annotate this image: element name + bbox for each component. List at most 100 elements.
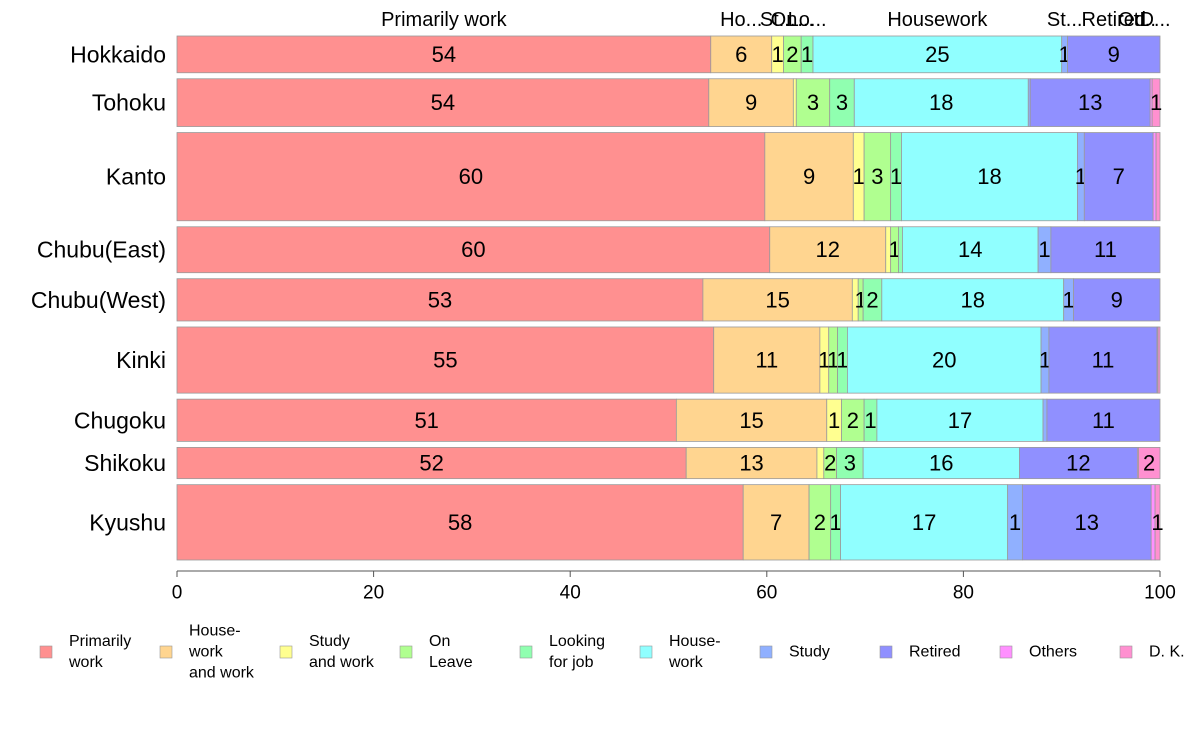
x-tick-label: 100: [1144, 583, 1176, 604]
bar-segment: [847, 326, 1042, 394]
data-label: 11: [1094, 237, 1117, 262]
data-label: 11: [1092, 408, 1115, 433]
data-label: 3: [844, 451, 856, 476]
data-label: 1: [829, 510, 841, 535]
bar-segment: [1154, 484, 1161, 561]
bar-segment: [710, 35, 773, 74]
legend-swatch: [999, 645, 1013, 659]
bar-segment: [685, 447, 818, 480]
top-label: Retired: [1082, 9, 1146, 31]
bar-segment: [1083, 132, 1154, 222]
region-labels: Hokkaido Tohoku Kanto Chubu(East) Chubu(West…: [31, 41, 166, 535]
legend-label: House-work: [668, 633, 721, 671]
data-label: 1: [827, 348, 839, 373]
data-label: 13: [1075, 510, 1099, 535]
x-tick-label: 80: [953, 583, 974, 604]
data-label: 17: [912, 510, 936, 535]
bar-segment: [702, 278, 853, 322]
data-label: 1: [1038, 237, 1050, 262]
bar-segment: [902, 226, 1039, 274]
data-label: 15: [765, 287, 789, 312]
top-label: Ot...: [1118, 9, 1156, 31]
data-label: 52: [419, 451, 443, 476]
data-label: 1: [864, 408, 876, 433]
data-label: 3: [836, 90, 848, 115]
data-label: 7: [770, 510, 782, 535]
data-label: 1: [888, 237, 900, 262]
data-label: 9: [1111, 287, 1123, 312]
x-axis: 0 20 40 60 80 100: [172, 570, 1176, 604]
data-label: 1: [828, 408, 840, 433]
top-label: St...: [1047, 9, 1083, 31]
bar-segment: [876, 398, 1044, 442]
region-label: Hokkaido: [70, 41, 166, 67]
bar-segment: [1073, 278, 1161, 322]
bar-segment: [1151, 78, 1161, 127]
bar-segment: [176, 484, 744, 561]
legend-label: Looking for job: [549, 633, 605, 671]
data-label: 9: [1108, 42, 1120, 67]
bar-segment: [1155, 132, 1161, 222]
data-label: 3: [807, 90, 819, 115]
data-label: 12: [1066, 451, 1090, 476]
data-label: 9: [745, 90, 757, 115]
region-label: Kanto: [106, 164, 166, 190]
bar-segment: [1067, 35, 1161, 74]
top-label: Lo...: [788, 9, 827, 31]
data-label: 17: [948, 408, 972, 433]
region-label: Kyushu: [89, 509, 166, 535]
bar-segment: [176, 398, 677, 442]
data-label: 11: [755, 348, 778, 373]
bar-segment: [176, 326, 715, 394]
x-tick-label: 20: [363, 583, 384, 604]
data-label: 18: [960, 287, 984, 312]
legend-label: House-work and work: [188, 623, 255, 682]
bar-segment: [1157, 326, 1161, 394]
legend-label: On Leave: [429, 633, 473, 671]
data-label: 25: [925, 42, 949, 67]
data-label: 11: [1092, 348, 1115, 373]
top-label: Ho...: [720, 9, 762, 31]
top-label: Housework: [887, 9, 988, 31]
legend-swatch: [39, 645, 53, 659]
data-label: 51: [414, 408, 438, 433]
legend-label: Others: [1029, 644, 1077, 661]
bar-segment: [792, 78, 797, 127]
bar-segment: [1050, 226, 1161, 274]
legend-label: Study: [789, 644, 830, 661]
data-label: 55: [433, 348, 457, 373]
bar-segment: [1021, 484, 1152, 561]
data-label: 1: [853, 164, 865, 189]
legend-label: D. K.: [1149, 644, 1185, 661]
bar-segment: [816, 447, 825, 480]
data-label: 2: [847, 408, 859, 433]
bar-segment: [1029, 78, 1151, 127]
bar-segment: [675, 398, 828, 442]
data-label: 58: [448, 510, 472, 535]
data-label: 20: [932, 348, 956, 373]
bar-segment: [769, 226, 887, 274]
legend-swatch: [399, 645, 413, 659]
data-label: 18: [977, 164, 1001, 189]
bar-segment: [898, 226, 903, 274]
region-label: Shikoku: [84, 450, 166, 476]
legend-label: Study and work: [309, 633, 375, 671]
bar-segment: [836, 447, 864, 480]
top-label: D...: [1139, 9, 1170, 31]
x-tick-label: 0: [172, 583, 183, 604]
data-label: 14: [958, 237, 982, 262]
bar-segment: [862, 447, 1020, 480]
region-label: Kinki: [116, 347, 166, 373]
data-label: 2: [786, 42, 798, 67]
data-label: 1: [1151, 510, 1163, 535]
data-label: 3: [871, 164, 883, 189]
bar-segment: [713, 326, 821, 394]
bar-segment: [176, 278, 704, 322]
bar-segment: [829, 78, 855, 127]
data-label: 60: [459, 164, 483, 189]
bar-segment: [1152, 132, 1157, 222]
data-label: 1: [1150, 90, 1162, 115]
data-label: 15: [739, 408, 763, 433]
data-label: 1: [1039, 348, 1051, 373]
legend-swatch: [1119, 645, 1133, 659]
